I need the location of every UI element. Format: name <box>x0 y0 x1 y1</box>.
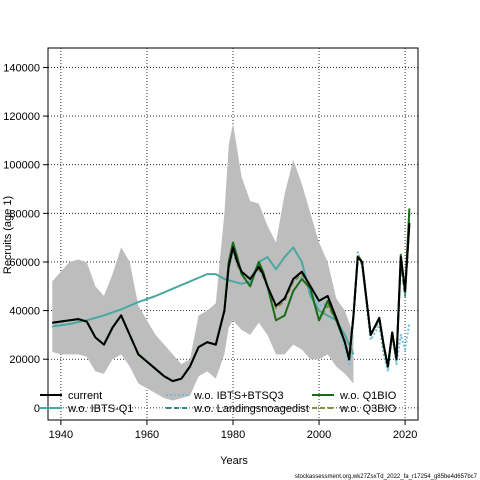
y-axis-ticks: 0 20000 40000 60000 80000 100000 120000 140000 <box>3 62 48 415</box>
series-line-1 <box>52 246 355 355</box>
legend-label-5: w.o. Q3BIO <box>339 403 397 415</box>
x-tick-label-2: 1980 <box>221 429 245 441</box>
y-tick-label-5: 100000 <box>3 160 40 172</box>
series-line-0 <box>52 222 411 383</box>
x-tick-label-1: 1960 <box>135 429 159 441</box>
x-tick-label-4: 2020 <box>393 429 417 441</box>
y-tick-label-0: 0 <box>34 403 40 415</box>
y-tick-label-2: 40000 <box>9 306 40 318</box>
legend-label-2: w.o. IBTS+BTSQ3 <box>193 390 284 402</box>
x-axis-ticks: 1940 1960 1980 2000 2020 <box>49 420 417 441</box>
y-axis-label: Recruits (age 1) <box>2 196 14 274</box>
legend-label-3: w.o. Landingsnoagedist <box>193 403 309 415</box>
x-axis-label: Years <box>220 455 248 467</box>
legend-label-1: w.o. IBTS-Q1 <box>67 403 133 415</box>
y-tick-label-1: 20000 <box>9 354 40 366</box>
y-tick-label-4: 80000 <box>9 208 40 220</box>
legend-label-4: w.o. Q1BIO <box>339 390 397 402</box>
y-tick-label-6: 120000 <box>3 111 40 123</box>
footer-credit: stockassessment.org,wk27ZsxTd_2022_fa_r1… <box>295 474 478 480</box>
series-lines <box>52 208 411 383</box>
y-tick-label-7: 140000 <box>3 62 40 74</box>
x-tick-label-0: 1940 <box>49 429 73 441</box>
legend-label-0: current <box>68 390 102 402</box>
x-tick-label-3: 2000 <box>307 429 331 441</box>
y-tick-label-3: 60000 <box>9 257 40 269</box>
